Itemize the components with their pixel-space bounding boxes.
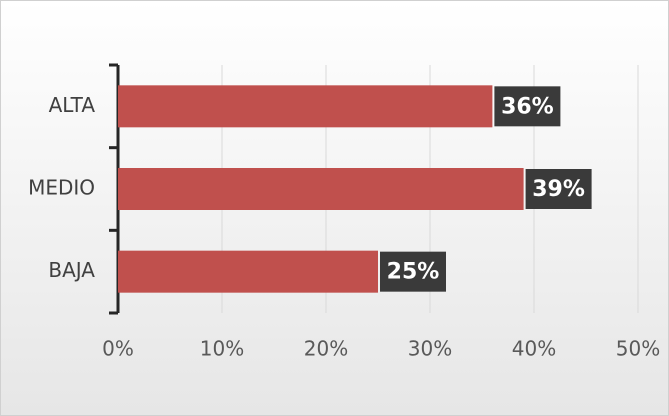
y-tick-label: MEDIO — [28, 176, 95, 200]
y-tick-label: BAJA — [48, 258, 95, 282]
x-tick-label: 20% — [304, 337, 348, 361]
x-tick-label: 10% — [200, 337, 244, 361]
x-tick-label: 0% — [102, 337, 134, 361]
data-label-box — [525, 169, 592, 209]
data-label: 36% — [501, 94, 554, 119]
x-tick-label: 40% — [512, 337, 556, 361]
bar — [118, 250, 378, 293]
data-label: 25% — [387, 260, 440, 285]
data-label: 39% — [532, 177, 585, 202]
data-label-box — [494, 86, 561, 127]
x-tick-label: 30% — [408, 337, 452, 361]
x-tick-label: 50% — [616, 337, 660, 361]
bar — [118, 168, 524, 210]
y-tick-label: ALTA — [49, 93, 96, 117]
bar — [118, 85, 493, 128]
data-label-box — [380, 251, 446, 292]
